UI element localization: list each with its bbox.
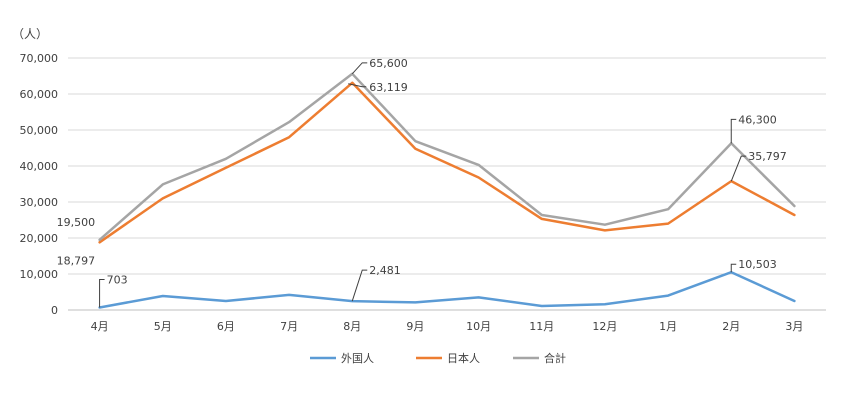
x-axis: 4月 5月 6月 7月 8月 9月 10月 11月 12月 1月 2月 3月 (91, 320, 804, 333)
x-tick-label: 12月 (592, 320, 617, 333)
x-tick-label: 7月 (280, 320, 298, 333)
series-line-0 (98, 270, 796, 309)
y-tick-label: 40,000 (20, 160, 59, 173)
series-line-1 (98, 81, 796, 244)
legend-label: 日本人 (447, 351, 480, 365)
leader-line (730, 155, 747, 182)
data-labels: 703 2,481 10,503 18,797 63,119 35,797 19,500 65… (57, 57, 787, 308)
legend: 外国人 日本人 合計 (310, 351, 566, 365)
x-tick-label: 11月 (529, 320, 554, 333)
y-tick-label: 20,000 (20, 232, 59, 245)
leader-line (351, 62, 368, 75)
y-tick-label: 70,000 (20, 52, 59, 65)
data-label: 703 (107, 273, 128, 286)
x-tick-label: 3月 (785, 320, 803, 333)
y-tick-label: 60,000 (20, 88, 59, 101)
series-line-2 (98, 72, 796, 242)
y-tick-label: 50,000 (20, 124, 59, 137)
y-unit-label: （人） (12, 27, 48, 41)
data-label: 35,797 (748, 150, 787, 163)
x-tick-label: 4月 (91, 320, 109, 333)
x-tick-label: 1月 (659, 320, 677, 333)
y-tick-label: 10,000 (20, 268, 59, 281)
x-tick-label: 8月 (343, 320, 361, 333)
x-tick-label: 2月 (722, 320, 740, 333)
leader-line (99, 278, 105, 308)
data-label: 2,481 (369, 264, 401, 277)
series-lines (98, 72, 796, 309)
leader-line (730, 263, 737, 273)
y-tick-label: 0 (51, 304, 58, 317)
leader-line (348, 83, 367, 88)
data-label: 10,503 (738, 258, 777, 271)
y-tick-label: 30,000 (20, 196, 59, 209)
legend-label: 合計 (544, 351, 566, 365)
leader-line (351, 269, 368, 302)
data-label: 19,500 (57, 216, 95, 229)
y-axis: 0 10,000 20,000 30,000 40,000 50,000 60,000 70,… (20, 52, 59, 317)
legend-label: 外国人 (341, 352, 374, 365)
data-label: 63,119 (369, 81, 408, 94)
x-tick-label: 9月 (406, 320, 424, 333)
data-label: 46,300 (738, 113, 777, 126)
x-tick-label: 6月 (217, 320, 235, 333)
data-label: 18,797 (57, 254, 95, 267)
data-label: 65,600 (369, 57, 408, 70)
gridlines (68, 57, 826, 311)
x-tick-label: 5月 (154, 320, 172, 333)
leader-line (730, 118, 737, 144)
x-tick-label: 10月 (466, 320, 491, 333)
